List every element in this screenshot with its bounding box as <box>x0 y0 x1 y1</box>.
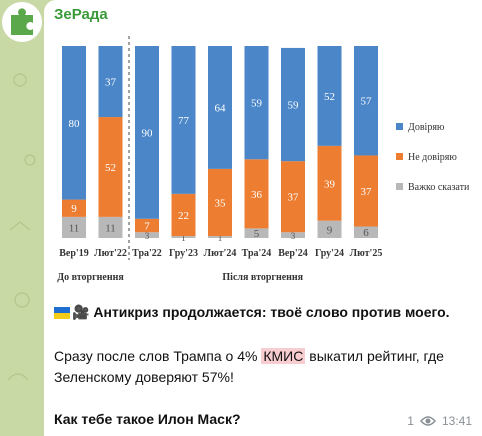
bar-segment <box>281 232 305 238</box>
trust-chart: 11 9 80 Вер'19 11 52 37 Лют'22 3 7 90 Тра'22 1 22 77 Гр… <box>48 32 478 292</box>
group-label-after: Після вторгнення <box>222 272 303 283</box>
bar-value-label: 6 <box>363 227 369 239</box>
bar-value-label: 36 <box>251 189 263 201</box>
bar-value-label: 64 <box>215 102 227 114</box>
bar-value-label: 77 <box>178 115 190 127</box>
bar-value-label: 22 <box>178 210 189 222</box>
bar-segment <box>62 199 86 217</box>
bar-segment <box>244 46 269 160</box>
x-tick-label: Гру'24 <box>315 248 344 259</box>
highlighted-word: КМИС <box>261 348 306 364</box>
bar-segment <box>281 47 305 162</box>
bar-value-label: 11 <box>105 222 116 234</box>
bar-segment <box>62 216 86 238</box>
bar-segment <box>354 226 378 238</box>
message-line-1: 🎥 Антикриз продолжается: твоё слово прот… <box>54 302 474 325</box>
bar-value-label: 1 <box>218 233 223 243</box>
bar-segment <box>98 46 123 118</box>
bar-segment <box>98 216 123 238</box>
bar-value-label: 80 <box>69 118 81 130</box>
bar-segment <box>135 218 159 233</box>
bar-segment <box>208 46 232 169</box>
bar-value-label: 57 <box>361 96 373 108</box>
channel-name[interactable]: ЗеРада <box>54 6 108 23</box>
chart-svg: 11980Вер'19115237Лют'223790Тра'2212277Гр… <box>57 36 470 283</box>
camera-icon: 🎥 <box>72 304 90 320</box>
bar-segment <box>244 159 269 229</box>
legend-swatch <box>396 183 403 190</box>
bar-value-label: 1 <box>181 233 186 243</box>
bar-segment <box>281 161 305 233</box>
bar-segment <box>208 168 232 237</box>
bar-segment <box>135 232 159 238</box>
legend-label: Не довіряю <box>408 152 457 163</box>
legend-label: Важко сказати <box>408 182 470 193</box>
bar-value-label: 59 <box>251 98 263 110</box>
bar-value-label: 37 <box>361 186 373 198</box>
bar-value-label: 9 <box>71 203 77 215</box>
bar-segment <box>135 46 159 219</box>
bar-segment <box>171 236 196 238</box>
bar-value-label: 52 <box>105 162 116 174</box>
ukraine-flag-icon <box>54 304 70 325</box>
bar-segment <box>244 228 269 238</box>
bar-segment <box>317 220 342 238</box>
bar-segment <box>354 46 378 156</box>
bar-value-label: 90 <box>142 127 154 139</box>
bar-value-label: 37 <box>288 192 300 204</box>
message-meta: 1 13:41 <box>407 414 472 428</box>
bar-value-label: 11 <box>69 222 80 234</box>
x-tick-label: Вер'24 <box>278 248 307 259</box>
bar-value-label: 3 <box>291 231 296 241</box>
message-line-2: Сразу после слов Трампа о 4% КМИС выкати… <box>54 348 444 385</box>
eye-icon <box>419 416 436 426</box>
x-tick-label: Гру'23 <box>169 248 198 259</box>
bar-segment <box>208 236 232 238</box>
bar-segment <box>317 145 342 221</box>
bar-value-label: 5 <box>254 228 260 240</box>
message-bubble: ЗеРада 11 9 80 Вер'19 11 52 37 Лют'22 3 7 90 Тра'22… <box>44 0 482 436</box>
bar-value-label: 7 <box>144 221 150 233</box>
views-count: 1 <box>407 414 414 428</box>
bar-segment <box>98 117 123 217</box>
bar-value-label: 3 <box>145 231 150 241</box>
bar-value-label: 52 <box>324 91 335 103</box>
message-line-3: Как тебе такое Илон Маск? <box>54 411 241 427</box>
bar-segment <box>62 46 86 200</box>
x-tick-label: Вер'19 <box>59 248 88 259</box>
bar-segment <box>171 193 196 237</box>
bar-value-label: 37 <box>105 77 117 89</box>
bar-value-label: 59 <box>288 100 300 112</box>
x-tick-label: Лют'24 <box>204 248 237 259</box>
legend-swatch <box>396 153 403 160</box>
bar-segment <box>171 46 196 194</box>
x-tick-label: Тра'24 <box>242 248 272 259</box>
headline: Антикриз продолжается: твоё слово против… <box>93 304 450 320</box>
x-tick-label: Лют'25 <box>350 248 383 259</box>
group-label-before: До вторгнення <box>57 272 124 283</box>
legend-label: Довіряю <box>408 122 445 133</box>
bar-segment <box>317 46 342 146</box>
x-tick-label: Тра'22 <box>132 248 162 259</box>
x-tick-label: Лют'22 <box>94 248 127 259</box>
bar-value-label: 39 <box>324 178 336 190</box>
bar-value-label: 9 <box>327 224 333 236</box>
bar-segment <box>354 155 378 227</box>
bar-value-label: 35 <box>215 197 227 209</box>
timestamp: 13:41 <box>441 414 472 428</box>
legend-swatch <box>396 123 403 130</box>
puzzle-icon <box>11 8 33 35</box>
channel-avatar[interactable] <box>2 2 42 42</box>
message-text: 🎥 Антикриз продолжается: твоё слово прот… <box>54 302 474 436</box>
